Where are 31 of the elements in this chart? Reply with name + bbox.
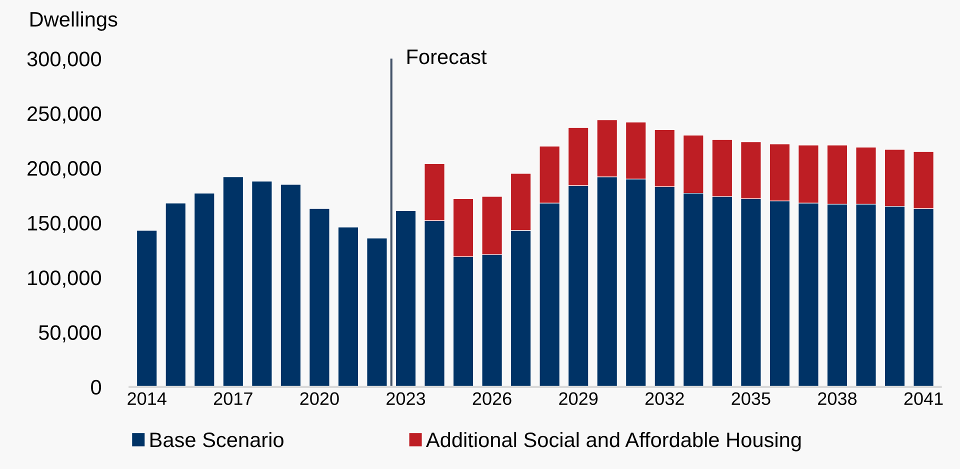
bar (136, 230, 158, 387)
y-axis-title: Dwellings (30, 11, 118, 31)
x-tick-label: 2029 (559, 392, 598, 406)
bar (280, 184, 302, 387)
bar (165, 202, 186, 387)
x-tick-label: 2038 (818, 392, 857, 406)
x-tick-label: 2023 (386, 392, 426, 406)
y-tick-label: 0 (91, 380, 102, 395)
x-tick-label: 2014 (128, 392, 166, 406)
bar (252, 180, 272, 387)
bar (395, 210, 416, 387)
legend-label: Additional Social and Affordable Housing (426, 432, 801, 452)
legend-label: Base Scenario (150, 432, 284, 448)
y-tick-label: 150,000 (28, 216, 102, 233)
x-tick-label: 2020 (300, 392, 339, 406)
bar (338, 226, 359, 387)
y-tick-label: 300,000 (27, 52, 102, 69)
bar (366, 238, 388, 387)
x-tick-label: 2041 (904, 392, 943, 406)
bar (222, 176, 244, 387)
x-tick-label: 2032 (645, 392, 684, 406)
x-tick-label: 2035 (732, 392, 770, 406)
bar (194, 192, 215, 387)
y-tick-label: 50,000 (38, 325, 102, 342)
x-tick-label: 2026 (472, 392, 512, 406)
bar (309, 208, 330, 387)
ref-line-label: Forecast (407, 50, 487, 64)
y-tick-label: 200,000 (28, 161, 102, 178)
y-tick-label: 100,000 (28, 270, 102, 288)
y-tick-label: 250,000 (28, 106, 102, 124)
x-tick-label: 2017 (214, 392, 252, 406)
